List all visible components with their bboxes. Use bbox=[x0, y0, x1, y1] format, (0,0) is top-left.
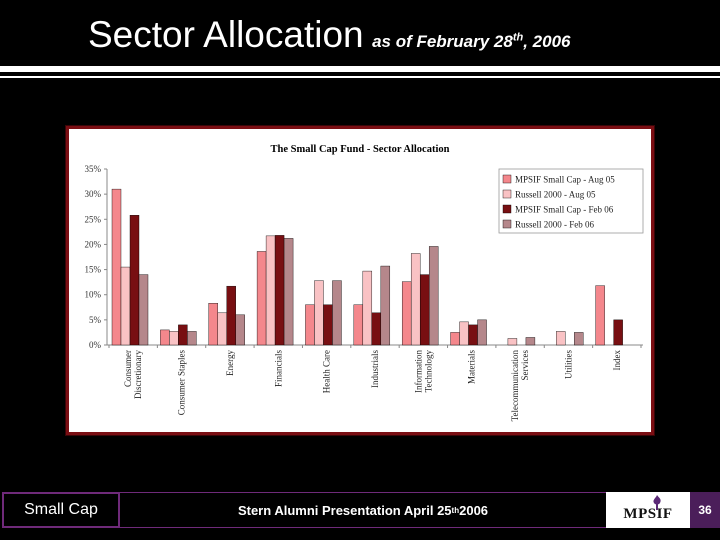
bar bbox=[138, 274, 149, 346]
y-tick-label: 35% bbox=[85, 164, 102, 174]
logo-text: MPSIF bbox=[623, 505, 673, 522]
bar bbox=[380, 265, 391, 346]
bar bbox=[208, 303, 218, 346]
footer-presentation-prefix: Stern Alumni Presentation April 25 bbox=[237, 502, 452, 518]
bar bbox=[613, 319, 623, 346]
bar bbox=[283, 238, 294, 346]
slide-title-date-prefix: as of February 28 bbox=[372, 32, 513, 51]
bar bbox=[595, 285, 605, 346]
y-tick-label: 15% bbox=[85, 265, 102, 275]
category-label: Industrials bbox=[370, 350, 380, 388]
title-rule-thin bbox=[0, 76, 720, 78]
legend-label: Russell 2000 - Feb 06 bbox=[515, 220, 595, 230]
category-label: Utilities bbox=[563, 350, 573, 379]
footer-section-label: Small Cap bbox=[2, 492, 120, 528]
legend-swatch bbox=[502, 174, 512, 184]
category-label: Information bbox=[413, 350, 423, 393]
y-tick-label: 25% bbox=[85, 214, 102, 224]
bar bbox=[235, 314, 245, 346]
bar bbox=[574, 332, 584, 346]
bar bbox=[468, 324, 478, 346]
category-label: Energy bbox=[225, 350, 235, 376]
category-label: Consumer Staples bbox=[177, 350, 187, 416]
bar bbox=[314, 280, 324, 346]
bar bbox=[353, 304, 364, 346]
page-number: 36 bbox=[690, 492, 720, 528]
chart-title: The Small Cap Fund - Sector Allocation bbox=[271, 144, 450, 155]
category-label: Telecommunication bbox=[510, 350, 520, 422]
bar bbox=[371, 312, 382, 346]
chart-frame: The Small Cap Fund - Sector Allocation 0%… bbox=[66, 126, 654, 435]
category-label: Technology bbox=[423, 350, 433, 393]
bar bbox=[477, 319, 487, 346]
slide-title-date-sup: th bbox=[512, 31, 524, 44]
category-label: Index bbox=[612, 350, 622, 371]
bar bbox=[265, 235, 276, 346]
footer-presentation-sup: th bbox=[451, 505, 460, 515]
bar bbox=[362, 270, 373, 346]
bar bbox=[274, 235, 285, 346]
category-label: Discretionary bbox=[133, 350, 143, 399]
bar bbox=[332, 280, 342, 346]
legend-label: Russell 2000 - Aug 05 bbox=[515, 190, 596, 200]
y-tick-label: 5% bbox=[89, 315, 102, 325]
bar bbox=[120, 266, 131, 346]
y-tick-label: 10% bbox=[85, 290, 102, 300]
bar bbox=[169, 331, 179, 346]
bar bbox=[556, 331, 566, 346]
slide-title-date-suffix: , 2006 bbox=[523, 32, 571, 51]
bar bbox=[178, 324, 188, 346]
y-tick-label: 30% bbox=[85, 189, 102, 199]
title-rule-thick bbox=[0, 66, 720, 72]
sector-allocation-chart: The Small Cap Fund - Sector Allocation 0%… bbox=[85, 144, 644, 422]
legend-swatch bbox=[502, 219, 512, 229]
bar bbox=[401, 281, 412, 346]
bar bbox=[217, 312, 227, 346]
category-label: Financials bbox=[273, 350, 283, 387]
category-label: Consumer bbox=[123, 350, 133, 387]
bar bbox=[507, 338, 518, 346]
y-tick-label: 20% bbox=[85, 239, 102, 249]
mpsif-logo: MPSIF bbox=[606, 492, 690, 528]
bar bbox=[419, 274, 430, 346]
legend-label: MPSIF Small Cap - Aug 05 bbox=[515, 175, 615, 185]
category-label: Materials bbox=[467, 350, 477, 384]
slide-title-date: as of February 28th, 2006 bbox=[372, 31, 571, 51]
bar bbox=[323, 304, 333, 346]
category-label: Services bbox=[520, 350, 530, 381]
bar bbox=[129, 215, 140, 346]
slide-title: Sector Allocation as of February 28th, 2… bbox=[88, 14, 571, 56]
legend-box bbox=[498, 168, 644, 234]
bar bbox=[428, 246, 439, 346]
bar bbox=[459, 321, 469, 346]
bar bbox=[410, 253, 421, 346]
category-label: Health Care bbox=[322, 350, 332, 393]
legend-swatch bbox=[502, 189, 512, 199]
bar bbox=[187, 331, 197, 346]
y-tick-label: 0% bbox=[89, 340, 102, 350]
bar bbox=[525, 337, 536, 346]
title-bar: Sector Allocation as of February 28th, 2… bbox=[0, 0, 720, 64]
bar bbox=[111, 188, 122, 346]
footer-presentation-suffix: 2006 bbox=[459, 502, 489, 518]
legend-swatch bbox=[502, 204, 512, 214]
slide-title-main: Sector Allocation bbox=[88, 14, 364, 55]
bar bbox=[305, 304, 315, 346]
legend-label: MPSIF Small Cap - Feb 06 bbox=[515, 205, 614, 215]
torch-icon bbox=[653, 495, 661, 510]
bar bbox=[160, 329, 170, 346]
bar bbox=[256, 251, 267, 346]
bar bbox=[450, 332, 460, 346]
bar bbox=[226, 285, 236, 346]
